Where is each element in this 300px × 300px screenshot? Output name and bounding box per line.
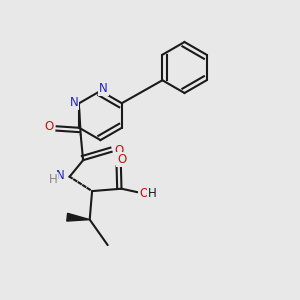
Text: N: N [69,96,78,109]
Text: H: H [148,187,157,200]
Text: N: N [56,169,65,182]
Text: O: O [140,187,148,200]
Text: O: O [45,120,54,133]
Text: N: N [99,82,108,95]
Text: O: O [117,153,126,166]
Text: O: O [114,144,123,157]
Polygon shape [67,213,90,221]
Text: H: H [48,172,57,186]
